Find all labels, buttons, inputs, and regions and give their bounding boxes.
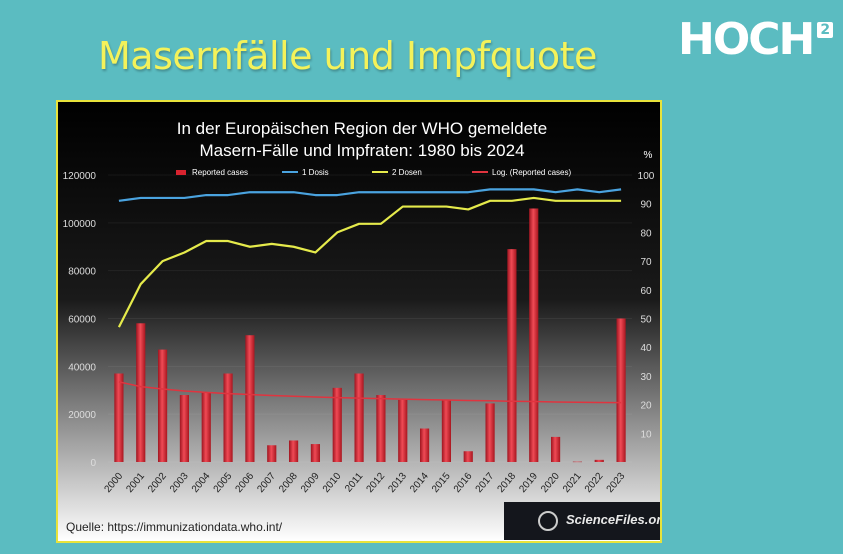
bar-reported-cases	[157, 349, 168, 462]
y2-tick-label: 20	[640, 401, 652, 412]
bar-reported-cases	[179, 395, 190, 462]
legend-label: 2 Dosen	[392, 168, 422, 177]
bar-reported-cases	[136, 323, 146, 462]
hoch2-logo: HOCH 2	[678, 14, 834, 65]
y-tick-label: 80000	[68, 267, 96, 278]
chart-subtitle: Masern-Fälle und Impfraten: 1980 bis 202…	[199, 141, 524, 160]
bar-reported-cases	[376, 395, 386, 462]
chart-frame: 0 20000 40000 60000 80000 100000 120000 10 20 30 4…	[56, 100, 662, 543]
bar-reported-cases	[267, 445, 277, 462]
bars-layer	[114, 208, 626, 463]
y-tick-label: 20000	[68, 410, 96, 421]
logo-superscript: 2	[817, 22, 834, 38]
lines-layer	[117, 188, 622, 404]
legend-swatch	[176, 170, 186, 175]
legend-label: 1 Dosis	[302, 168, 329, 177]
bar-reported-cases	[616, 318, 626, 462]
bar-reported-cases	[441, 399, 452, 462]
bar-reported-cases	[594, 459, 604, 462]
bar-reported-cases	[398, 399, 408, 462]
bar-reported-cases	[550, 436, 561, 462]
measles-chart: 0 20000 40000 60000 80000 100000 120000 10 20 30 4…	[58, 102, 660, 541]
y2-tick-label: 90	[640, 200, 652, 211]
watermark-text: ScienceFiles.org	[566, 512, 660, 527]
y2-tick-label: 40	[640, 343, 652, 354]
bar-reported-cases	[332, 387, 342, 462]
bar-reported-cases	[485, 403, 495, 462]
y2-tick-label: 30	[640, 372, 652, 383]
line-2-dosen	[117, 196, 622, 328]
y2-tick-label: 80	[640, 228, 652, 239]
bar-reported-cases	[572, 461, 583, 463]
bar-reported-cases	[463, 451, 473, 462]
bar-reported-cases	[529, 208, 539, 462]
bar-reported-cases	[201, 392, 211, 462]
y2-tick-label: 10	[640, 429, 652, 440]
y-tick-label: 60000	[68, 315, 96, 326]
right-axis-unit: %	[644, 150, 653, 161]
source-note: Quelle: https://immunizationdata.who.int…	[66, 520, 283, 534]
legend-label: Reported cases	[192, 168, 248, 177]
bar-reported-cases	[288, 440, 299, 462]
globe-icon	[538, 511, 558, 531]
bar-reported-cases	[245, 335, 255, 462]
chart-title: In der Europäischen Region der WHO gemel…	[177, 119, 547, 138]
slide-title: Masernfälle und Impfquote	[98, 34, 597, 78]
y2-tick-label: 70	[640, 257, 652, 268]
bar-reported-cases	[114, 373, 124, 462]
bar-reported-cases	[507, 249, 517, 462]
y2-tick-label: 100	[638, 171, 655, 182]
sciencefiles-watermark: ScienceFiles.org	[504, 502, 660, 540]
bar-reported-cases	[223, 373, 233, 462]
line-1-dosis	[118, 188, 622, 202]
y-tick-label: 100000	[63, 219, 97, 230]
y2-tick-label: 60	[640, 286, 652, 297]
chart-background	[58, 102, 660, 541]
legend-layer: Reported cases 1 Dosis 2 Dosen Log. (Report…	[176, 168, 571, 177]
line-log-reported-cases	[118, 381, 622, 404]
y-tick-label: 40000	[68, 362, 96, 373]
y-tick-label: 0	[90, 458, 96, 469]
legend-label: Log. (Reported cases)	[492, 168, 571, 177]
y2-tick-label: 50	[640, 315, 652, 326]
logo-text: HOCH	[678, 14, 815, 65]
bar-reported-cases	[354, 373, 364, 462]
bar-reported-cases	[310, 444, 321, 462]
bar-reported-cases	[419, 428, 430, 462]
y-tick-label: 120000	[63, 171, 97, 182]
